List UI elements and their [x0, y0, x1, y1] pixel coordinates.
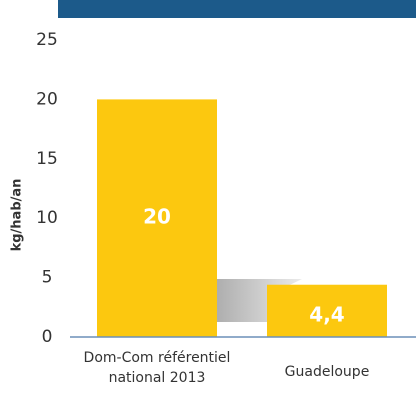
value-label: 20 — [143, 205, 171, 229]
y-tick-label: 10 — [36, 208, 58, 228]
y-tick-label: 15 — [36, 149, 58, 169]
bar-shadow — [217, 279, 302, 322]
y-tick-label: 0 — [42, 327, 53, 347]
value-label: 4,4 — [309, 302, 344, 326]
bar — [97, 99, 217, 338]
x-tick-label: Dom-Com référentiel national 2013 — [83, 350, 231, 386]
y-tick-label: 20 — [36, 89, 58, 109]
y-axis-label: kg/hab/an — [10, 179, 25, 252]
header-banner — [58, 0, 416, 18]
x-tick-label: Guadeloupe — [284, 364, 370, 380]
y-tick-label: 25 — [36, 30, 58, 50]
y-tick-label: 5 — [42, 268, 53, 288]
bar — [267, 284, 387, 337]
